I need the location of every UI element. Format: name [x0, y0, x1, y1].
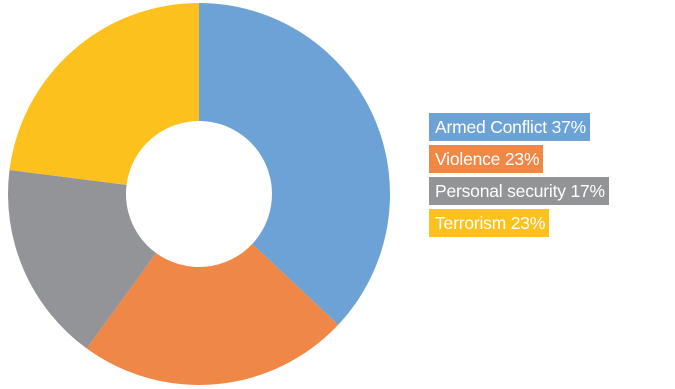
- legend-item-armed-conflict: Armed Conflict 37%: [429, 113, 675, 141]
- slice-violence: [86, 243, 339, 385]
- legend-label-personal-security: Personal security 17%: [429, 177, 609, 205]
- legend-label-armed-conflict: Armed Conflict 37%: [429, 113, 591, 141]
- donut-slices: [7, 3, 391, 385]
- legend-item-terrorism: Terrorism 23%: [429, 209, 675, 237]
- chart-legend: Armed Conflict 37% Violence 23% Personal…: [429, 113, 675, 241]
- slice-terrorism: [9, 3, 200, 185]
- legend-item-violence: Violence 23%: [429, 145, 675, 173]
- legend-label-violence: Violence 23%: [429, 145, 544, 173]
- legend-label-terrorism: Terrorism 23%: [429, 209, 550, 237]
- legend-item-personal-security: Personal security 17%: [429, 177, 675, 205]
- slice-personal-security: [7, 170, 157, 349]
- slice-armed-conflict: [199, 3, 391, 325]
